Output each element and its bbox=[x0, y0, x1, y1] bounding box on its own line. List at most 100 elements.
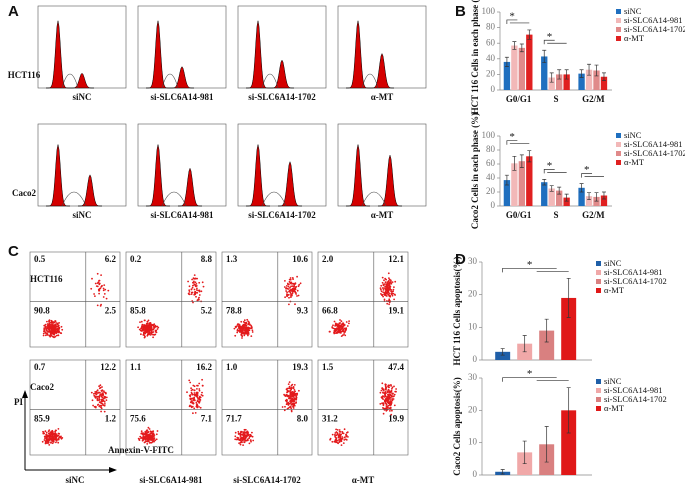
y-axis-label: PI bbox=[14, 397, 23, 407]
cell-dot bbox=[191, 402, 194, 404]
cell-dot bbox=[48, 436, 51, 438]
cell-dot bbox=[235, 326, 237, 329]
quadrant-percent: 0.7 bbox=[34, 362, 46, 372]
cell-dot bbox=[57, 334, 60, 337]
significance-bracket bbox=[502, 377, 569, 382]
cell-dot bbox=[289, 387, 291, 390]
cell-dot bbox=[390, 395, 393, 398]
cell-dot bbox=[143, 325, 145, 328]
cell-dot bbox=[101, 386, 103, 388]
cell-dot bbox=[143, 324, 146, 326]
cell-dot bbox=[328, 330, 331, 333]
cell-dot bbox=[296, 289, 299, 292]
cell-dot bbox=[346, 325, 349, 327]
cell-dot bbox=[336, 432, 339, 435]
cell-dot bbox=[102, 393, 105, 395]
cell-dot bbox=[46, 327, 48, 330]
cell-dot bbox=[241, 337, 243, 339]
cell-dot bbox=[240, 334, 243, 336]
cell-dot bbox=[293, 389, 296, 391]
cell-dot bbox=[288, 385, 291, 388]
cell-dot bbox=[143, 433, 146, 435]
cell-dot bbox=[57, 438, 59, 441]
cell-dot bbox=[153, 440, 156, 443]
cell-dot bbox=[107, 289, 110, 292]
column-label: α-MT bbox=[371, 92, 394, 102]
s-phase bbox=[61, 191, 87, 207]
cell-dot bbox=[236, 436, 239, 439]
significance-mark: * bbox=[509, 131, 515, 143]
cell-dot bbox=[51, 326, 53, 328]
cell-dot bbox=[234, 438, 237, 441]
cell-dot bbox=[59, 435, 61, 438]
cell-dot bbox=[46, 438, 49, 441]
cell-dot bbox=[57, 432, 60, 435]
cell-dot bbox=[248, 442, 251, 445]
cell-dot bbox=[193, 274, 196, 276]
cell-dot bbox=[341, 431, 344, 433]
cell-dot bbox=[191, 388, 194, 391]
cell-dot bbox=[195, 401, 198, 404]
legend-label: si-SLC6A14-981 bbox=[604, 267, 663, 277]
cell-dot bbox=[54, 325, 56, 327]
quadrant-percent: 2.0 bbox=[322, 254, 334, 264]
cell-dot bbox=[388, 281, 390, 284]
cell-dot bbox=[52, 441, 55, 443]
cell-dot bbox=[152, 430, 155, 433]
cell-dot bbox=[148, 322, 151, 324]
cell-dot bbox=[200, 290, 203, 293]
bar bbox=[511, 163, 518, 206]
cell-dot bbox=[44, 328, 47, 330]
legend-swatch bbox=[616, 160, 621, 165]
bar bbox=[600, 76, 608, 90]
cell-dot bbox=[236, 329, 239, 332]
cell-dot bbox=[288, 280, 291, 283]
cell-dot bbox=[189, 381, 192, 384]
cell-dot bbox=[141, 329, 144, 332]
cell-dot bbox=[51, 328, 54, 331]
bar bbox=[495, 351, 511, 360]
column-label: si-SLC6A14-981 bbox=[139, 475, 203, 485]
cell-dot bbox=[97, 282, 100, 284]
y-tick-label: 20 bbox=[486, 186, 496, 196]
cell-dot bbox=[153, 326, 156, 329]
cell-dot bbox=[284, 405, 286, 408]
cell-dot bbox=[43, 324, 46, 327]
cell-dot bbox=[291, 277, 294, 279]
cell-dot bbox=[382, 412, 385, 415]
cell-dot bbox=[292, 387, 295, 390]
x-tick-label: S bbox=[553, 210, 558, 220]
cell-dot bbox=[96, 399, 99, 402]
cell-dot bbox=[389, 295, 392, 298]
significance-mark: * bbox=[584, 164, 590, 176]
cell-dot bbox=[390, 279, 392, 282]
cell-dot bbox=[389, 406, 392, 409]
cell-dot bbox=[192, 399, 195, 402]
cell-dot bbox=[137, 326, 140, 329]
g2-peak bbox=[77, 174, 103, 207]
cell-dot bbox=[152, 336, 155, 339]
cell-dot bbox=[392, 392, 394, 395]
cell-dot bbox=[343, 327, 346, 330]
cell-dot bbox=[146, 429, 149, 432]
column-label: si-SLC6A14-1702 bbox=[233, 475, 301, 485]
quadrant-percent: 47.4 bbox=[388, 362, 404, 372]
legend-swatch bbox=[596, 270, 601, 275]
bar bbox=[556, 74, 563, 90]
cell-dot bbox=[245, 321, 248, 324]
cell-dot bbox=[94, 295, 96, 297]
quadrant-percent: 0.5 bbox=[34, 254, 46, 264]
cell-dot bbox=[333, 440, 336, 443]
cell-dot bbox=[332, 324, 334, 327]
bar bbox=[593, 70, 600, 90]
error-bar bbox=[522, 440, 527, 465]
cell-dot bbox=[294, 282, 297, 285]
cell-dot bbox=[337, 442, 339, 445]
cell-dot bbox=[47, 430, 50, 433]
legend-label: si-SLC6A14-1702 bbox=[624, 148, 685, 158]
error-bar bbox=[557, 69, 562, 80]
cell-dot bbox=[290, 293, 292, 295]
cell-dot bbox=[196, 394, 199, 397]
cell-dot bbox=[345, 321, 348, 323]
cell-dot bbox=[189, 395, 192, 398]
